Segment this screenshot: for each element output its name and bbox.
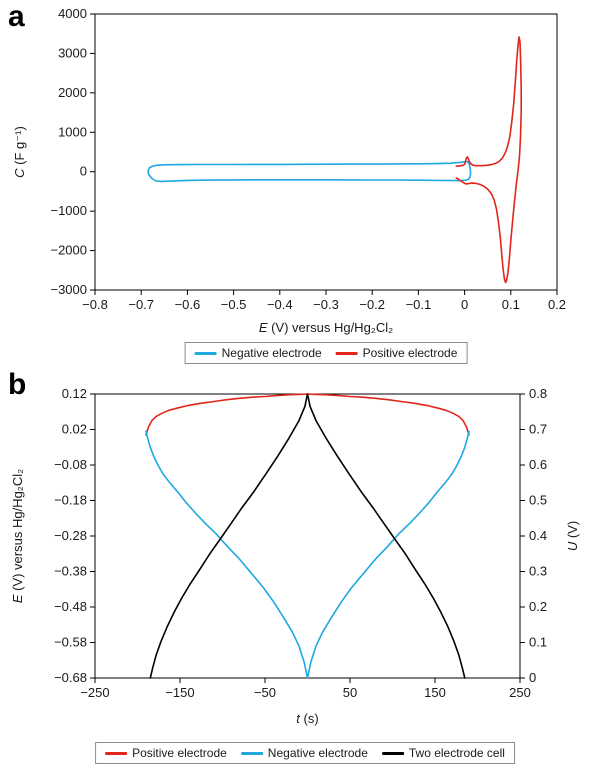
legend-label: Negative electrode [221,346,322,360]
svg-text:0.4: 0.4 [529,528,547,543]
legend-item: Negative electrode [240,746,368,760]
legend-line-sample [335,351,358,355]
svg-text:E (V) versus Hg/Hg₂Cl₂: E (V) versus Hg/Hg₂Cl₂ [10,469,25,603]
svg-text:−250: −250 [80,685,109,700]
series-line [149,393,466,679]
svg-text:−0.68: −0.68 [54,670,87,685]
svg-text:−3000: −3000 [50,282,87,297]
svg-text:−0.18: −0.18 [54,493,87,508]
legend-label: Positive electrode [132,746,227,760]
svg-text:U (V): U (V) [565,521,580,551]
svg-text:−0.5: −0.5 [221,297,247,312]
legend-label: Two electrode cell [408,746,505,760]
svg-text:−2000: −2000 [50,243,87,258]
svg-text:−0.7: −0.7 [128,297,154,312]
svg-text:−0.58: −0.58 [54,635,87,650]
svg-text:0.2: 0.2 [548,297,566,312]
svg-text:1000: 1000 [58,124,87,139]
svg-text:−0.08: −0.08 [54,457,87,472]
svg-text:−0.28: −0.28 [54,528,87,543]
legend-line-sample [381,751,404,755]
svg-text:−0.1: −0.1 [406,297,432,312]
svg-text:3000: 3000 [58,45,87,60]
svg-text:−150: −150 [165,685,194,700]
chart-a: −0.8 −0.7 −0.6 −0.5 −0.4 −0.3 −0.2 −0.1 0 0.1 0.2 4… [12,6,566,335]
legend-line-sample [105,751,128,755]
svg-text:50: 50 [343,685,357,700]
legend-item: Positive electrode [335,346,458,360]
svg-text:C (F g⁻¹): C (F g⁻¹) [12,126,27,178]
svg-text:0.3: 0.3 [529,564,547,579]
svg-text:−0.3: −0.3 [313,297,339,312]
svg-text:0: 0 [80,164,87,179]
series-line [145,393,470,436]
svg-text:2000: 2000 [58,85,87,100]
svg-text:0.7: 0.7 [529,422,547,437]
svg-text:−0.6: −0.6 [175,297,201,312]
legend-a: Negative electrode Positive electrode [184,342,468,364]
svg-text:−0.48: −0.48 [54,599,87,614]
svg-text:0: 0 [461,297,468,312]
svg-text:−0.8: −0.8 [82,297,108,312]
legend-label: Negative electrode [267,746,368,760]
svg-text:0.02: 0.02 [62,422,87,437]
svg-text:150: 150 [424,685,446,700]
legend-item: Positive electrode [105,746,227,760]
legend-b: Positive electrode Negative electrode Two … [95,742,515,764]
legend-label: Positive electrode [362,346,458,360]
svg-text:−0.38: −0.38 [54,564,87,579]
svg-text:0.5: 0.5 [529,493,547,508]
legend-line-sample [194,351,217,355]
svg-text:0.1: 0.1 [502,297,520,312]
legend-line-sample [240,751,263,755]
legend-item: Negative electrode [194,346,322,360]
svg-text:t (s): t (s) [296,711,318,726]
series-line [145,430,470,679]
svg-text:−1000: −1000 [50,203,87,218]
svg-text:4000: 4000 [58,6,87,21]
panel-a-label: a [8,0,25,33]
svg-text:0.8: 0.8 [529,386,547,401]
svg-text:0.6: 0.6 [529,457,547,472]
svg-text:0.12: 0.12 [62,386,87,401]
svg-text:250: 250 [509,685,531,700]
series-line [455,36,523,284]
svg-text:−0.4: −0.4 [267,297,293,312]
series-line [147,160,472,183]
svg-text:0.1: 0.1 [529,635,547,650]
panel-b-label: b [8,368,27,401]
svg-text:−50: −50 [254,685,276,700]
svg-text:0.2: 0.2 [529,599,547,614]
legend-item: Two electrode cell [381,746,505,760]
svg-text:E (V) versus Hg/Hg₂Cl₂: E (V) versus Hg/Hg₂Cl₂ [259,320,393,335]
svg-text:0: 0 [529,670,536,685]
chart-b: −250 −150 −50 50 150 250 0.12 0.02 −0.08 −0.18 −0.… [10,386,580,726]
svg-text:−0.2: −0.2 [359,297,385,312]
